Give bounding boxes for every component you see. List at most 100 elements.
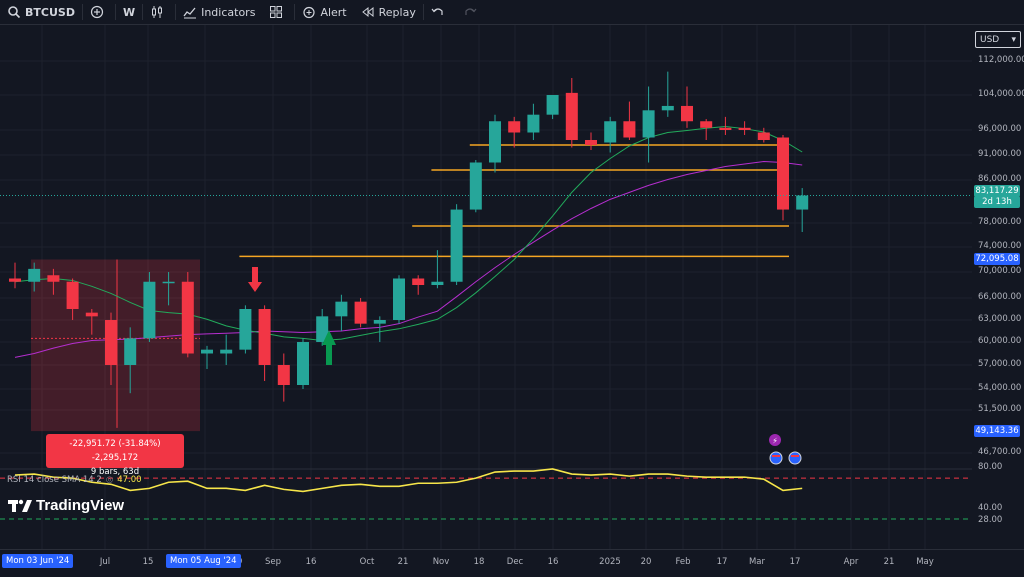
candle[interactable]	[162, 272, 175, 306]
price-tick-label: 63,000.00	[978, 314, 1022, 324]
time-tick-label: Apr	[843, 557, 859, 567]
templates-button[interactable]	[262, 0, 294, 24]
rsi-tick-label: 28.00	[978, 515, 1003, 525]
rsi-tick-label: 80.00	[978, 461, 1003, 472]
indicators-icon	[183, 7, 197, 19]
candle[interactable]	[181, 272, 194, 358]
candle[interactable]	[565, 78, 578, 148]
signal-arrows[interactable]	[248, 267, 336, 365]
lightning-event-icon[interactable]	[769, 434, 781, 446]
event-markers[interactable]: ⚡	[769, 434, 802, 465]
candle[interactable]	[450, 204, 463, 285]
candle[interactable]	[700, 119, 713, 140]
candle[interactable]	[354, 298, 367, 328]
candle[interactable]	[738, 121, 751, 135]
candle[interactable]	[604, 116, 617, 153]
rsi-legend-label: RSI 14 close SMA 14 2	[7, 475, 102, 485]
currency-label: USD	[980, 34, 1000, 45]
undo-button[interactable]	[424, 0, 456, 24]
candle[interactable]	[239, 305, 252, 354]
candle[interactable]	[66, 278, 79, 321]
time-axis[interactable]: 7Jul1519Sep16Oct21Nov18Dec16202520Feb17M…	[0, 549, 1024, 577]
candle[interactable]	[642, 86, 655, 163]
candle-body	[239, 309, 252, 350]
candle[interactable]	[546, 95, 559, 120]
price-tick-label: 66,000.00	[978, 292, 1022, 302]
chart-type-button[interactable]	[143, 0, 175, 24]
candle-body	[777, 137, 789, 210]
toolbar-divider	[294, 4, 296, 20]
candle[interactable]	[431, 250, 444, 289]
measure-bars: 9 bars, 63d	[90, 467, 140, 477]
compare-symbol-button[interactable]	[83, 0, 115, 24]
support-levels[interactable]	[239, 144, 789, 258]
candle[interactable]	[508, 116, 521, 148]
candle[interactable]	[258, 305, 271, 381]
candle[interactable]	[527, 103, 540, 140]
candle[interactable]	[373, 316, 386, 342]
rsi-line	[14, 468, 803, 493]
time-tick-label: 20	[640, 557, 652, 567]
candle[interactable]	[297, 338, 309, 389]
time-tick-label: Oct	[359, 557, 375, 567]
candle[interactable]	[316, 309, 329, 346]
up-arrow-signal[interactable]	[322, 330, 336, 365]
candles[interactable]	[9, 71, 809, 402]
range-end-date-badge: Mon 05 Aug '24	[166, 554, 241, 568]
candle[interactable]	[47, 268, 60, 295]
time-tick-label: 21	[397, 557, 409, 567]
replay-button[interactable]: Replay	[354, 0, 423, 24]
candle[interactable]	[143, 272, 156, 342]
indicators-button[interactable]: Indicators	[176, 0, 262, 24]
candle[interactable]	[489, 114, 501, 173]
candle[interactable]	[85, 309, 98, 335]
interval-button[interactable]: W	[122, 5, 136, 19]
undo-icon	[431, 8, 443, 15]
price-chart[interactable]: ⚡	[0, 25, 972, 549]
candle-body	[162, 281, 175, 284]
candle-body	[757, 132, 770, 140]
candle[interactable]	[469, 160, 482, 213]
candle[interactable]	[277, 353, 290, 402]
candle-body	[335, 301, 348, 317]
symbol-search-button[interactable]: BTCUSD	[0, 0, 82, 24]
candle-body	[9, 278, 21, 282]
candle[interactable]	[719, 116, 732, 135]
candle[interactable]	[585, 132, 597, 151]
candle[interactable]	[757, 127, 770, 143]
indicators-label: Indicators	[201, 5, 256, 19]
candle-body	[373, 320, 386, 324]
time-tick-label: 15	[142, 557, 154, 567]
us-flag-event-icon[interactable]	[788, 451, 802, 465]
candle[interactable]	[335, 294, 348, 331]
candle[interactable]	[124, 327, 137, 394]
rsi-value: 47.00	[117, 475, 142, 485]
alert-button[interactable]: Alert	[295, 0, 353, 24]
us-flag-event-icon[interactable]	[769, 451, 783, 465]
candle[interactable]	[201, 345, 213, 369]
down-arrow-signal[interactable]	[248, 267, 262, 292]
candle[interactable]	[681, 86, 693, 128]
candle[interactable]	[796, 188, 809, 232]
measure-tooltip: -22,951.72 (-31.84%) -2,295,172 9 bars, …	[46, 434, 184, 477]
redo-button[interactable]	[456, 0, 488, 24]
candle[interactable]	[393, 275, 405, 324]
candle[interactable]	[623, 101, 636, 140]
candle-body	[201, 349, 213, 354]
candle-body	[489, 121, 501, 163]
candle[interactable]	[9, 262, 21, 289]
currency-select[interactable]: USD ▾	[975, 31, 1021, 48]
rsi-legend[interactable]: RSI 14 close SMA 14 2 ◎ 47.00	[7, 475, 142, 485]
candle[interactable]	[777, 135, 789, 221]
candle[interactable]	[220, 334, 233, 365]
candle-body	[316, 316, 329, 342]
candle[interactable]	[105, 312, 117, 385]
price-tick-label: 60,000.00	[978, 336, 1022, 346]
candle-body	[297, 342, 309, 385]
candle[interactable]	[28, 262, 41, 292]
alarm-clock-icon	[303, 6, 316, 19]
candle[interactable]	[661, 71, 674, 117]
visibility-eye-icon[interactable]: ◎	[105, 475, 114, 485]
top-toolbar: BTCUSD W Indicators Alert Replay	[0, 0, 1024, 25]
candle[interactable]	[412, 275, 425, 295]
